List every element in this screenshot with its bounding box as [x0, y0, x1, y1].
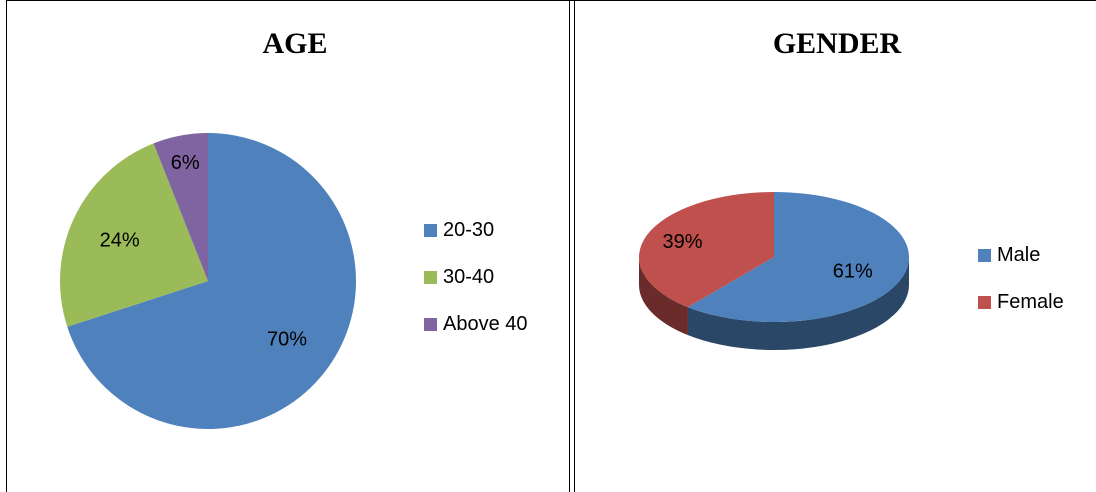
gender-legend-swatch [978, 249, 991, 262]
age-slice-30-40 [60, 143, 209, 327]
left-border [6, 0, 7, 492]
age-chart: AGE 70% 24% 6% 20-30 30-40 Above 40 [60, 27, 528, 430]
gender-slice-female [639, 192, 774, 308]
age-slice-above-40 [153, 133, 208, 281]
age-data-label-20-30: 70% [267, 328, 307, 350]
gender-side-male [687, 257, 909, 351]
gender-legend-item-male: Male [978, 244, 1040, 267]
age-legend-label: Above 40 [443, 313, 528, 335]
divider-left [569, 0, 570, 492]
gender-chart: GENDER 61% 39% Male Female [575, 0, 1096, 492]
age-legend-item-30-40: 30-40 [424, 266, 494, 289]
age-legend-swatch [424, 318, 437, 331]
age-chart-title: AGE [262, 27, 328, 60]
gender-data-label-male: 61% [833, 261, 873, 283]
gender-side-female [639, 257, 688, 336]
gender-legend-item-female: Female [978, 291, 1064, 314]
gender-data-label-female: 39% [663, 231, 703, 253]
age-slice-20-30 [67, 133, 356, 430]
age-legend-swatch [424, 224, 437, 237]
gender-slice-male [687, 192, 909, 322]
age-legend-item-above-40: Above 40 [424, 313, 528, 336]
gender-chart-title: GENDER [772, 27, 902, 60]
age-legend-swatch [424, 271, 437, 284]
age-data-label-above-40: 6% [171, 152, 200, 174]
age-legend-label: 20-30 [443, 219, 495, 241]
age-data-label-30-40: 24% [100, 229, 140, 251]
age-pie: 70% 24% 6% [60, 133, 356, 430]
gender-pie: 61% 39% [639, 192, 909, 351]
gender-legend-swatch [978, 296, 991, 309]
age-legend-label: 30-40 [443, 266, 495, 288]
divider-right [574, 0, 575, 492]
top-border [6, 0, 1096, 1]
gender-legend-label: Male [997, 244, 1041, 266]
gender-legend-label: Female [997, 291, 1064, 313]
age-legend-item-20-30: 20-30 [424, 219, 494, 242]
